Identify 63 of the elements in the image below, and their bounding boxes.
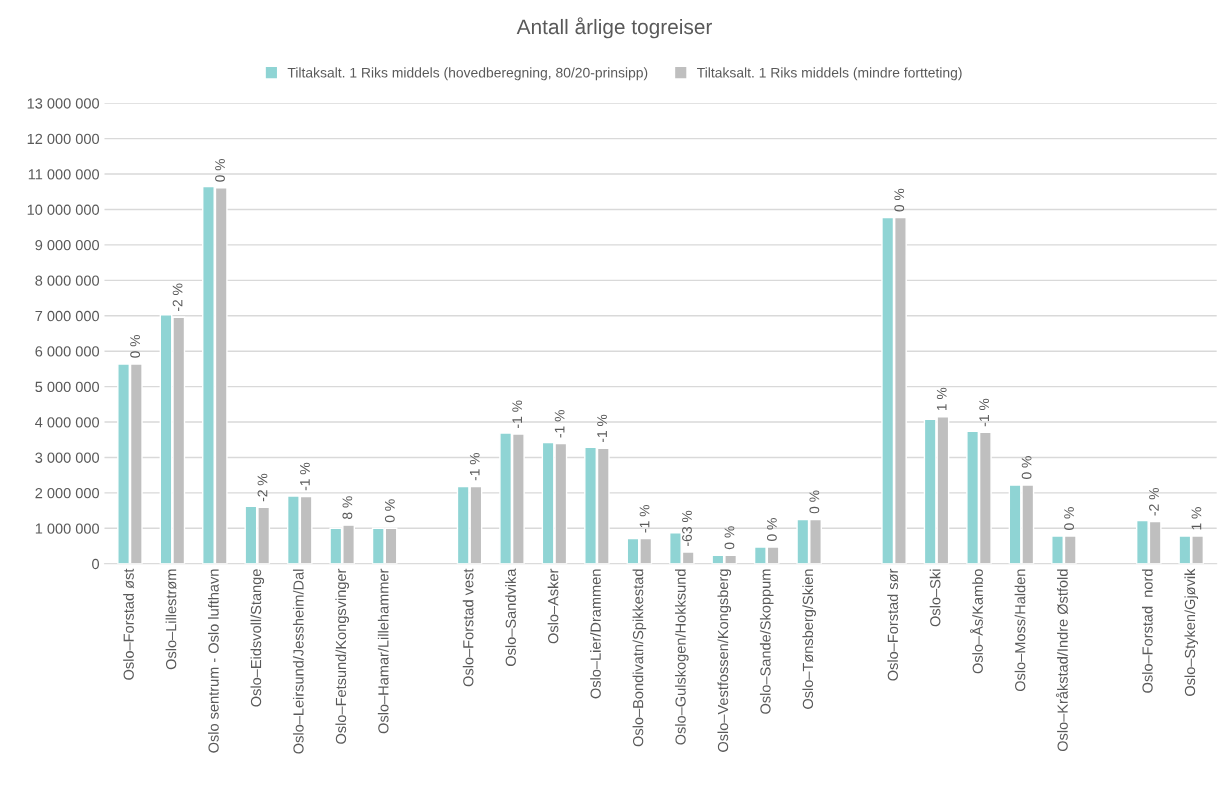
annotation: 0 % [130,334,141,358]
annotation: -1 % [469,452,480,481]
annotation: -1 % [300,462,310,491]
y-tick-label: 2 000 000 [35,487,100,499]
annotation: 0 % [766,518,777,541]
legend-label: Tiltaksalt. 1 Riks middels (mindre fortteting) [697,67,962,81]
annotation: 0 % [1021,456,1032,479]
y-tick-label: 5 000 000 [35,381,100,393]
y-tick-label: 1 000 000 [35,523,100,534]
x-tick-label: Oslo–Eidsvoll/Stange [250,569,265,707]
annotation: -2 % [172,283,183,312]
annotation: -1 % [979,398,990,427]
annotation: 0 % [894,188,905,212]
annotation: 8 % [342,496,353,519]
x-tick-label: Oslo–Sande/Skoppum [759,569,774,714]
annotation: -1 % [554,410,565,438]
x-tick-label: Oslo sentrum - Oslo lufthavn [208,569,219,753]
x-tick-label: Oslo–Kråkstad/Indre Østfold [1055,569,1069,752]
x-tick-label: Oslo–Lillestrøm [165,569,177,670]
x-tick-label: Oslo–Sandvika [505,568,516,666]
y-tick-label: 8 000 000 [35,275,100,286]
x-tick-label: Oslo–Forstad vest [462,568,474,687]
x-tick-label: Oslo–Tønsberg/Skien [802,569,816,709]
x-tick-label: Oslo–Moss/Halden [1014,569,1026,692]
x-tick-label: Oslo–Bondivatn/Spikkestad [632,569,647,747]
annotation: 0 % [809,490,820,514]
x-tick-label: Oslo–Ås/Kambo [969,569,983,674]
y-tick-label: 13 000 000 [27,98,100,109]
x-tick-label: Oslo–Leirsund/Jessheim/Dal [292,569,304,754]
legend-label: Tiltaksalt. 1 Riks middels (hovedberegning, 80/20-prinsipp) [287,67,648,81]
y-tick-label: 0 [92,558,100,570]
x-tick-label: Oslo–Forstad nord [1141,569,1153,693]
x-tick-label: Oslo–Ski [929,569,941,627]
annotation: 0 % [1064,507,1074,531]
annotation: 0 % [724,526,735,550]
annotation: -2 % [1149,487,1159,516]
y-tick-label: 7 000 000 [35,310,100,322]
x-tick-label: Oslo–Fetsund/Kongsvinger [335,568,349,744]
y-tick-label: 4 000 000 [35,417,100,428]
annotation: 1 % [936,387,947,411]
y-tick-label: 12 000 000 [27,133,100,145]
annotation: 0 % [215,158,225,182]
x-tick-label: Oslo–Lier/Drammen [590,569,601,699]
y-tick-label: 10 000 000 [27,204,100,215]
annotation: 1 % [1191,507,1202,530]
chart-title: Antall årlige togreiser [516,17,713,39]
x-tick-label: Oslo–Hamar/Lillehammer [377,568,389,734]
x-tick-label: Oslo–Forstad sør [887,568,899,681]
annotation: -1 % [512,400,523,428]
y-tick-label: 6 000 000 [35,346,100,357]
annotation: -2 % [257,473,268,502]
x-tick-label: Oslo–Gulskogen/Hokksund [675,569,689,745]
annotation: -1 % [597,414,607,443]
annotation: 0 % [384,499,395,523]
x-tick-label: Oslo–Forstad øst [123,568,134,680]
y-tick-label: 9 000 000 [35,240,100,251]
x-tick-label: Oslo–Asker [547,568,559,644]
y-tick-label: 3 000 000 [35,452,100,463]
y-tick-label: 11 000 000 [28,169,100,180]
x-tick-label: Oslo–Styken/Gjøvik [1184,568,1199,696]
annotation: -63 % [682,510,692,546]
annotation: -1 % [639,504,650,533]
x-tick-label: Oslo–Vestfossen/Kongsberg [717,569,732,752]
